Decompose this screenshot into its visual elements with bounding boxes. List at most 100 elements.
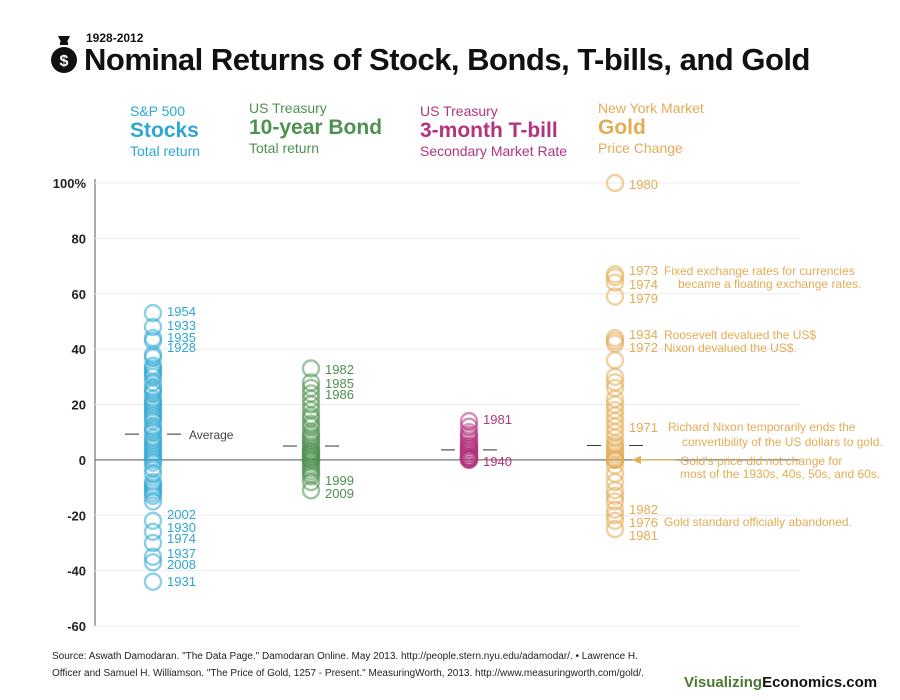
year-label: 1980 [629,177,658,192]
year-label: 1971 [629,420,658,435]
data-point [143,486,163,506]
brand-logo[interactable]: VisualizingEconomics.com [684,674,877,691]
gold-annotations: Fixed exchange rates for currenciesbecam… [632,264,883,529]
annotation-text: Gold standard officially abandoned. [664,515,852,529]
bond-header: US Treasury 10-year Bond Total return [249,100,382,156]
y-tick-label: 40 [72,342,86,357]
gold-header: New York Market Gold Price Change [598,100,704,156]
data-point [143,317,163,337]
year-label: 1974 [167,531,196,546]
data-point [143,453,163,472]
svg-text:$: $ [60,53,69,70]
data-point [605,472,625,492]
year-label: 1999 [325,473,354,488]
annotation-text: convertibility of the US dollars to gold… [682,435,883,449]
year-label: 1981 [483,412,512,427]
data-point [605,486,625,506]
brand-part-1: Visualizing [684,674,763,691]
data-point [143,511,163,530]
year-labels: Average195419331935192820021930197419372… [167,177,658,589]
annotation-text: Richard Nixon temporarily ends the [668,420,856,434]
y-tick-label: 0 [79,453,86,468]
data-point [605,173,625,193]
year-label: 1979 [629,291,658,306]
tbill-measure: Secondary Market Rate [420,143,568,159]
gold-source: New York Market [598,100,704,116]
tbill-title: 3-month T-bill [420,119,558,142]
gold-title: Gold [598,116,646,139]
data-point [143,547,163,566]
annotation-text: Roosevelt devalued the US$ [664,328,816,342]
data-point [605,500,625,519]
year-range: 1928-2012 [86,31,144,45]
year-label: 1986 [325,387,354,402]
bond-measure: Total return [249,140,320,156]
year-label: 1928 [167,340,196,355]
y-tick-label: -40 [67,564,86,579]
grid-lines [94,179,800,627]
year-label: 1934 [629,327,658,342]
year-label: 2008 [167,557,196,572]
year-label: 2002 [167,507,196,522]
brand-part-2: Economics.com [762,674,878,691]
data-point [459,450,479,470]
data-point [605,492,625,511]
annotation-text: became a floating exchange rates. [678,277,861,291]
data-point [605,273,625,292]
data-point [143,522,163,542]
bond-title: 10-year Bond [249,116,383,139]
y-tick-label: 60 [72,287,86,302]
page-title: Nominal Returns of Stock, Bonds, T-bills… [84,42,810,77]
year-label: 1931 [167,574,196,589]
year-label: 1982 [325,362,354,377]
year-label: 1954 [167,304,196,319]
data-point [605,511,625,530]
data-point [143,303,163,323]
average-label: Average [189,428,234,442]
year-label: 1974 [629,277,658,292]
bond-source: US Treasury [249,100,327,116]
y-axis-ticks: 100% 80 60 40 20 0 -20 -40 -60 [53,176,87,634]
annotation-text: Nixon devalued the US$. [664,341,797,355]
year-label: 2009 [325,486,354,501]
y-tick-label: -60 [67,619,86,634]
data-point [143,572,163,591]
y-tick-label: 100% [53,176,87,191]
data-point [301,359,321,378]
annotation-text: most of the 1930s, 40s, 50s, and 60s. [680,467,880,481]
data-point [301,467,321,486]
year-label: 1976 [629,515,658,530]
year-label: 1972 [629,340,658,355]
year-label: 1973 [629,263,658,278]
data-point [143,533,163,553]
year-label: 1933 [167,318,196,333]
annotation-arrowhead [632,455,641,464]
year-label: 1930 [167,520,196,535]
stocks-measure: Total return [130,143,201,159]
data-point [301,395,321,414]
data-point [143,553,163,572]
annotation-text: Gold's price did not change for [680,454,842,468]
year-label: 1935 [167,330,196,345]
source-line-1: Source: Aswath Damodaran. "The Data Page… [52,651,638,662]
data-point [605,267,625,287]
y-tick-label: 20 [72,398,86,413]
data-point [605,367,625,387]
year-label: 1982 [629,502,658,517]
data-point [605,506,625,525]
gold-measure: Price Change [598,140,683,156]
tbill-header: US Treasury 3-month T-bill Secondary Mar… [420,103,567,159]
y-tick-label: 80 [72,231,86,246]
stocks-header: S&P 500 Stocks Total return [130,103,200,159]
source-line-2: Officer and Samuel H. Williamson. "The P… [52,668,644,679]
data-marks [125,173,643,591]
year-label: 1981 [629,528,658,543]
stocks-source: S&P 500 [130,103,186,119]
year-label: 1940 [483,454,512,469]
data-point [605,351,625,370]
data-point [301,481,321,500]
data-point [605,481,625,500]
year-label: 1985 [325,376,354,391]
data-point [605,450,625,470]
